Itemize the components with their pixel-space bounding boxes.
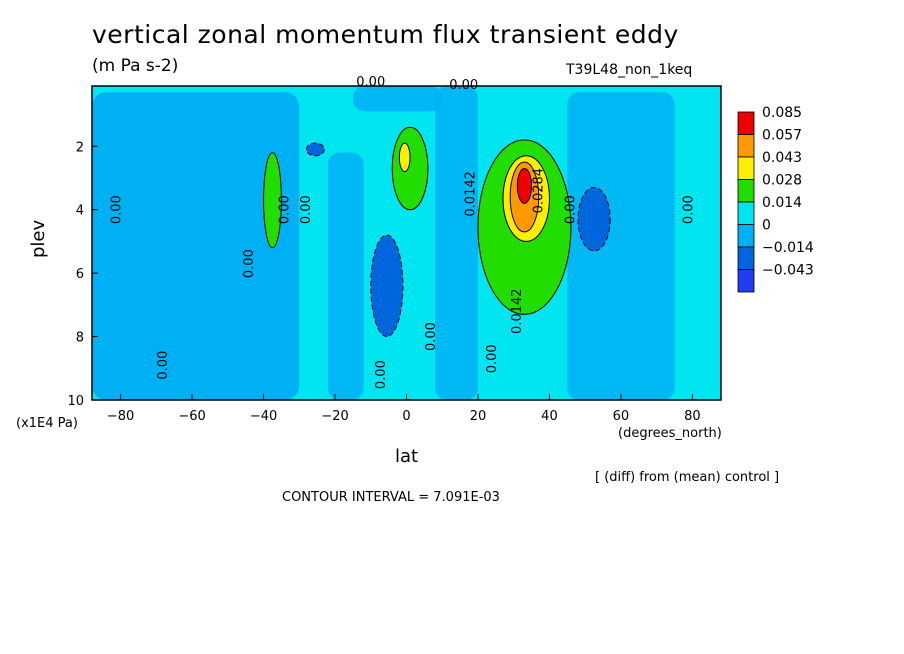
y-tick-label: 2 [76, 140, 84, 155]
contour-region [567, 92, 675, 400]
contour-region [516, 167, 533, 204]
x-tick-label: 40 [541, 409, 558, 424]
chart-title: vertical zonal momentum flux transient e… [92, 20, 679, 49]
colorbar-swatch [737, 156, 755, 180]
contour-interval: CONTOUR INTERVAL = 7.091E-03 [282, 490, 500, 505]
x-axis-units: (degrees_north) [618, 426, 722, 441]
y-tick-label: 6 [76, 267, 84, 282]
colorbar-label: −0.043 [762, 263, 814, 279]
contour-label: 0.00 [356, 75, 385, 90]
y-tick-label: 10 [67, 394, 84, 409]
contour-region [352, 86, 443, 112]
contour-region [263, 152, 282, 249]
x-tick-label: 60 [613, 409, 630, 424]
contour-region [435, 86, 478, 400]
x-tick-label: −20 [321, 409, 348, 424]
y-axis-units: (x1E4 Pa) [16, 416, 78, 431]
colorbar-swatch [737, 134, 755, 158]
contour-region [577, 186, 611, 252]
contour-label: 0.00 [242, 249, 257, 278]
colorbar-label: 0.085 [762, 105, 802, 121]
colorbar-label: 0.057 [762, 128, 802, 144]
colorbar-swatch [737, 269, 755, 293]
x-tick-label: −60 [178, 409, 205, 424]
colorbar-label: −0.014 [762, 240, 814, 256]
colorbar-label: 0.014 [762, 195, 802, 211]
y-tick-label: 4 [76, 204, 84, 219]
contour-labels: 0.00 0.00 0.00 0.00 0.00 0.00 0.00 0.00 0.0142 0.… [110, 75, 697, 389]
colorbar-swatch [737, 179, 755, 203]
contour-label: 0.0142 [510, 288, 525, 334]
colorbar-swatch [737, 111, 755, 135]
contour-label: 0.00 [278, 195, 293, 224]
x-tick-label: 80 [684, 409, 701, 424]
y-tick-label: 8 [76, 331, 84, 346]
contour-label: 0.00 [424, 322, 439, 351]
contour-label: 0.0142 [463, 171, 478, 217]
colorbar-label: 0.028 [762, 173, 802, 189]
colorbar: 0.085 0.057 0.043 0.028 0.014 0 −0.014 −0.043 [737, 105, 814, 293]
colorbar-label: 0 [762, 218, 771, 234]
colorbar-swatch [737, 246, 755, 270]
y-axis-ticks: 2 4 6 8 10 [67, 140, 98, 409]
contour-label: 0.00 [110, 195, 125, 224]
x-tick-label: −80 [107, 409, 134, 424]
contour-region [391, 126, 429, 211]
diff-note: [ (diff) from (mean) control ] [595, 470, 780, 485]
contour-region [92, 92, 300, 400]
contour-region [370, 234, 404, 338]
contour-region [305, 142, 325, 157]
contour-label: 0.00 [156, 351, 171, 380]
x-tick-label: 0 [402, 409, 410, 424]
contour-fills [92, 86, 721, 400]
chart-units: (m Pa s-2) [92, 56, 179, 76]
colorbar-label: 0.043 [762, 150, 802, 166]
run-id: T39L48_non_1keq [566, 62, 693, 78]
contour-label: 0.00 [374, 360, 389, 389]
contour-region [327, 152, 364, 400]
colorbar-swatch [737, 201, 755, 225]
x-axis-label: lat [395, 446, 419, 467]
contour-label: 0.00 [485, 344, 500, 373]
contour-label: 0.00 [299, 195, 314, 224]
x-tick-label: 20 [470, 409, 487, 424]
x-tick-label: −40 [250, 409, 277, 424]
contour-region [398, 142, 411, 173]
contour-label: 0.00 [681, 195, 696, 224]
x-axis-ticks: −80 −60 −40 −20 0 20 40 60 80 [107, 394, 701, 424]
contour-label: 0.0284 [531, 168, 546, 214]
colorbar-swatch [737, 224, 755, 248]
contour-label: 0.00 [563, 195, 578, 224]
